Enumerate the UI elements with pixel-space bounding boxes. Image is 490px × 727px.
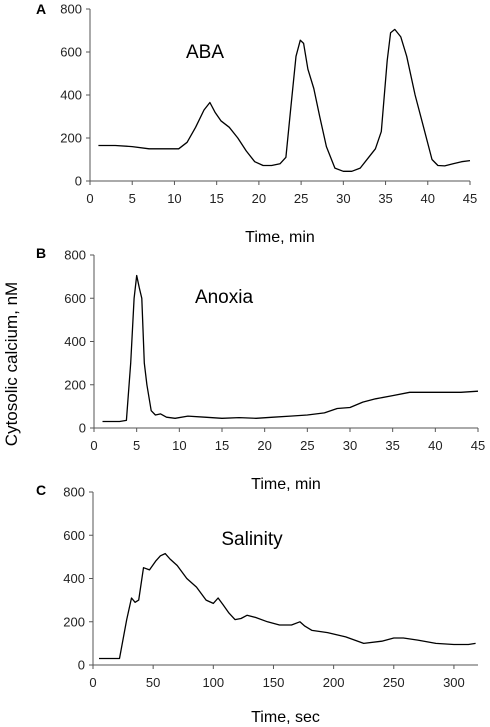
series-line bbox=[99, 552, 476, 660]
x-axis-label: Time, min bbox=[245, 229, 315, 246]
y-tick-label: 600 bbox=[63, 528, 85, 543]
x-tick-label: 0 bbox=[86, 191, 93, 206]
x-tick-label: 45 bbox=[471, 438, 485, 453]
x-tick-label: 35 bbox=[385, 438, 399, 453]
x-axis-label: Time, min bbox=[251, 476, 321, 493]
series-annotation: ABA bbox=[186, 42, 224, 63]
x-tick-label: 5 bbox=[129, 191, 136, 206]
panel-letter: A bbox=[36, 1, 46, 17]
x-tick-label: 15 bbox=[215, 438, 229, 453]
x-tick-label: 200 bbox=[323, 675, 345, 690]
chart-panel-c: C 0 200 400 600 800 0 50 100 150 200 250 300 Time, se… bbox=[36, 482, 478, 726]
x-tick-label: 300 bbox=[443, 675, 465, 690]
y-tick-label: 200 bbox=[60, 131, 82, 146]
chart-panel-b: B 0 200 400 600 800 0 5 10 15 20 25 30 35 40 45 Time, mi… bbox=[36, 245, 485, 493]
x-tick-label: 10 bbox=[167, 191, 181, 206]
series-annotation: Salinity bbox=[221, 529, 283, 550]
y-tick-label: 0 bbox=[75, 174, 82, 189]
y-tick-label: 400 bbox=[64, 334, 86, 349]
series-annotation: Anoxia bbox=[195, 287, 254, 308]
x-tick-label: 150 bbox=[263, 675, 285, 690]
y-tick-label: 800 bbox=[63, 485, 85, 500]
shared-y-axis-label: Cytosolic calcium, nM bbox=[2, 282, 21, 446]
y-tick-label: 200 bbox=[63, 614, 85, 629]
panel-letter: B bbox=[36, 245, 46, 261]
y-tick-label: 800 bbox=[60, 2, 82, 17]
x-tick-label: 250 bbox=[383, 675, 405, 690]
x-tick-label: 30 bbox=[343, 438, 357, 453]
series-line bbox=[98, 28, 471, 172]
y-tick-label: 400 bbox=[60, 88, 82, 103]
chart-panel-a: A 0 200 400 600 800 0 5 10 15 20 25 30 35 40 45 Time, mi… bbox=[36, 1, 477, 246]
x-tick-label: 15 bbox=[209, 191, 223, 206]
y-tick-label: 0 bbox=[78, 658, 85, 673]
y-tick-label: 600 bbox=[64, 291, 86, 306]
x-tick-label: 5 bbox=[133, 438, 140, 453]
y-tick-label: 800 bbox=[64, 248, 86, 263]
x-tick-label: 50 bbox=[146, 675, 160, 690]
x-tick-label: 0 bbox=[90, 438, 97, 453]
x-tick-label: 35 bbox=[378, 191, 392, 206]
x-axis-label: Time, sec bbox=[251, 709, 320, 726]
panel-letter: C bbox=[36, 482, 46, 498]
x-tick-label: 20 bbox=[252, 191, 266, 206]
series-line bbox=[102, 274, 479, 423]
x-tick-label: 0 bbox=[89, 675, 96, 690]
x-tick-label: 40 bbox=[421, 191, 435, 206]
y-tick-label: 200 bbox=[64, 377, 86, 392]
y-tick-label: 400 bbox=[63, 571, 85, 586]
x-tick-label: 25 bbox=[294, 191, 308, 206]
x-tick-label: 40 bbox=[428, 438, 442, 453]
x-tick-label: 10 bbox=[172, 438, 186, 453]
x-tick-label: 45 bbox=[463, 191, 477, 206]
x-tick-label: 20 bbox=[257, 438, 271, 453]
y-tick-label: 600 bbox=[60, 45, 82, 60]
x-tick-label: 100 bbox=[202, 675, 224, 690]
y-tick-label: 0 bbox=[79, 421, 86, 436]
x-tick-label: 30 bbox=[336, 191, 350, 206]
x-tick-label: 25 bbox=[300, 438, 314, 453]
